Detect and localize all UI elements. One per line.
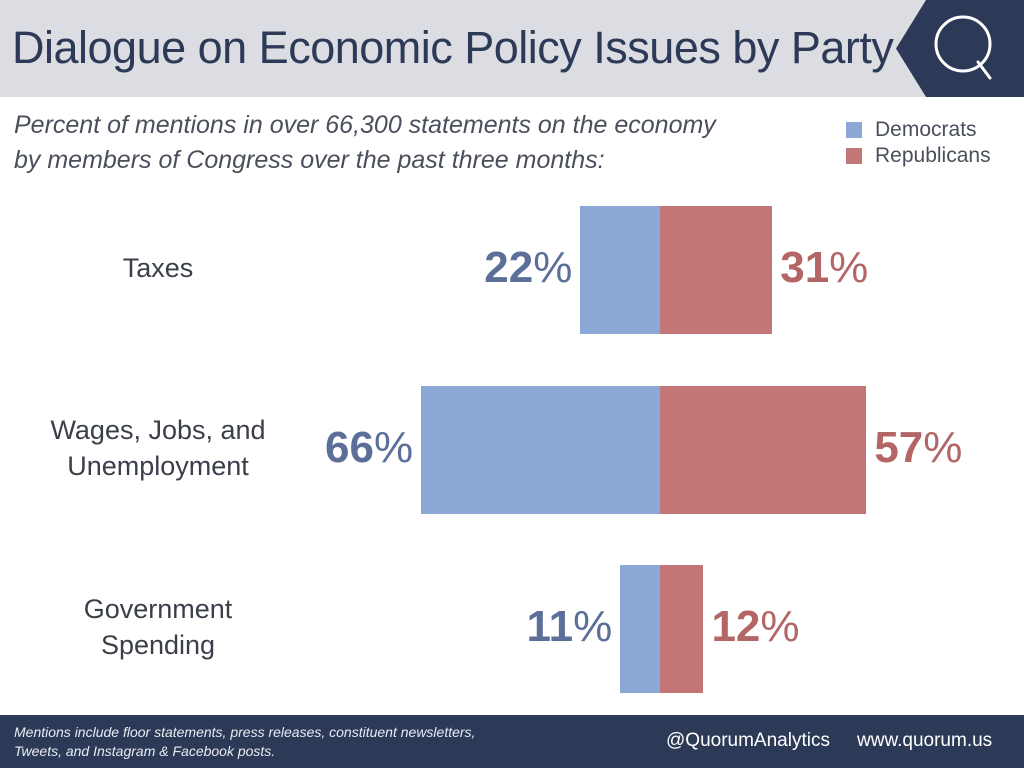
data-label-unit: % xyxy=(760,602,800,651)
bar-republicans xyxy=(660,206,773,334)
data-label-value: 66 xyxy=(325,423,374,472)
data-label-unit: % xyxy=(923,423,963,472)
legend-item-democrats: Democrats xyxy=(846,117,991,143)
category-label-line: Government xyxy=(83,594,233,624)
footer-bar xyxy=(0,715,1024,768)
data-label-unit: % xyxy=(573,602,613,651)
data-label-republicans: 31% xyxy=(780,246,868,290)
footer-url[interactable]: www.quorum.us xyxy=(857,730,993,751)
bar-republicans xyxy=(660,565,704,693)
data-label-republicans: 57% xyxy=(874,426,962,470)
category-label-line: Wages, Jobs, and xyxy=(50,415,266,445)
footer-note-line-1: Mentions include floor statements, press… xyxy=(14,724,476,740)
category-label-line: Taxes xyxy=(122,253,194,283)
data-label-unit: % xyxy=(373,423,414,472)
legend-swatch-republicans xyxy=(846,148,862,164)
legend-label-republicans: Republicans xyxy=(875,144,991,167)
bar-republicans xyxy=(660,386,867,514)
data-label-unit: % xyxy=(829,243,869,292)
data-label-value: 31 xyxy=(780,243,830,292)
legend-swatch-democrats xyxy=(846,122,862,138)
data-label-unit: % xyxy=(533,243,573,292)
footer-note: Mentions include floor statements, press… xyxy=(14,723,475,761)
data-label-republicans: 12% xyxy=(711,605,799,649)
legend-label-democrats: Democrats xyxy=(875,118,977,141)
category-label-line: Unemployment xyxy=(67,451,249,481)
subtitle-line-2: by members of Congress over the past thr… xyxy=(14,146,605,174)
category-label-line: Spending xyxy=(100,630,216,660)
header-bar: Dialogue on Economic Policy Issues by Pa… xyxy=(0,0,1024,97)
data-label-value: 57 xyxy=(874,423,924,472)
subtitle-line-1: Percent of mentions in over 66,300 state… xyxy=(14,111,716,139)
footer-handle[interactable]: @QuorumAnalytics xyxy=(666,730,830,751)
data-label-value: 12 xyxy=(711,602,761,651)
category-label: Taxes xyxy=(8,250,308,286)
data-label-value: 11 xyxy=(526,602,574,651)
category-label: Wages, Jobs, and Unemployment xyxy=(8,412,308,484)
data-label-democrats: 66% xyxy=(325,426,413,470)
data-label-democrats: 11% xyxy=(527,605,613,649)
bar-democrats xyxy=(620,565,660,693)
legend-item-republicans: Republicans xyxy=(846,143,991,169)
chart-subtitle: Percent of mentions in over 66,300 state… xyxy=(14,108,814,178)
footer-note-line-2: Tweets, and Instagram & Facebook posts. xyxy=(14,743,276,759)
bar-democrats xyxy=(580,206,660,334)
bar-democrats xyxy=(421,386,660,514)
legend: Democrats Republicans xyxy=(846,117,991,169)
category-label: Government Spending xyxy=(8,591,308,663)
page-title: Dialogue on Economic Policy Issues by Pa… xyxy=(12,22,894,73)
quorum-logo xyxy=(896,0,1024,97)
data-label-value: 22 xyxy=(484,243,534,292)
data-label-democrats: 22% xyxy=(484,246,572,290)
